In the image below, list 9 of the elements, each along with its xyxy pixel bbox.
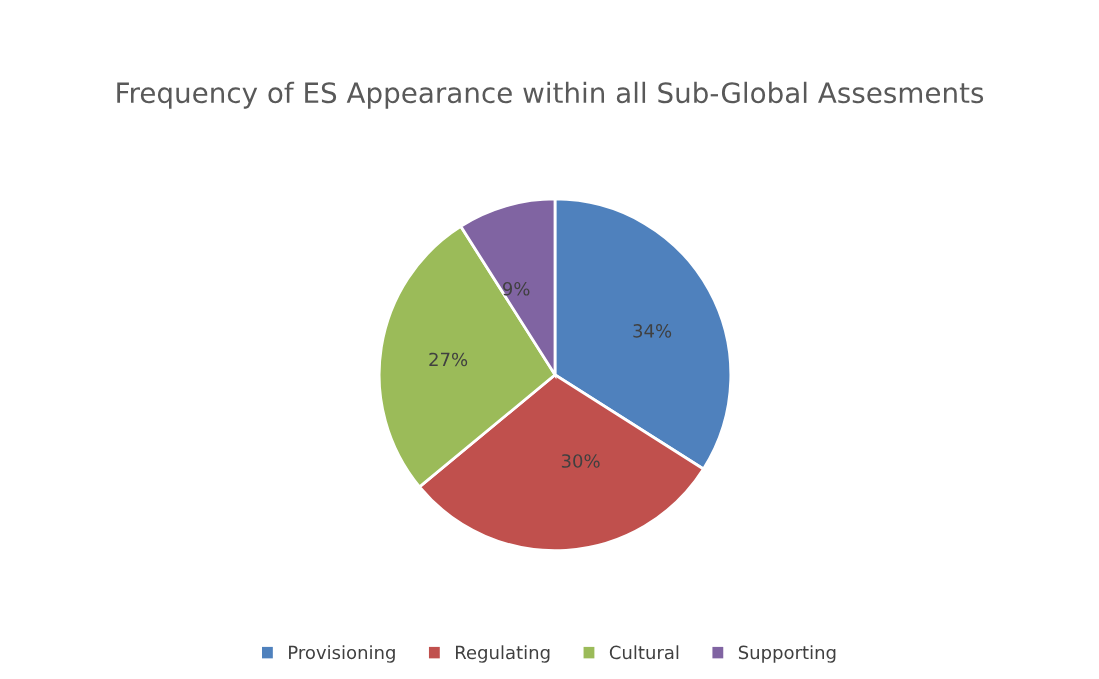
chart-title: Frequency of ES Appearance within all Sub-Global Assesments — [117, 81, 984, 109]
data-label: 30% — [561, 454, 600, 468]
data-label: 9% — [502, 281, 530, 296]
legend-label: Cultural — [609, 645, 679, 660]
data-label: 27% — [429, 352, 468, 367]
legend-label: Supporting — [738, 645, 836, 663]
legend-label: Provisioning — [289, 645, 395, 663]
data-label: 34% — [633, 324, 672, 338]
legend-label: Regulating — [456, 645, 550, 663]
